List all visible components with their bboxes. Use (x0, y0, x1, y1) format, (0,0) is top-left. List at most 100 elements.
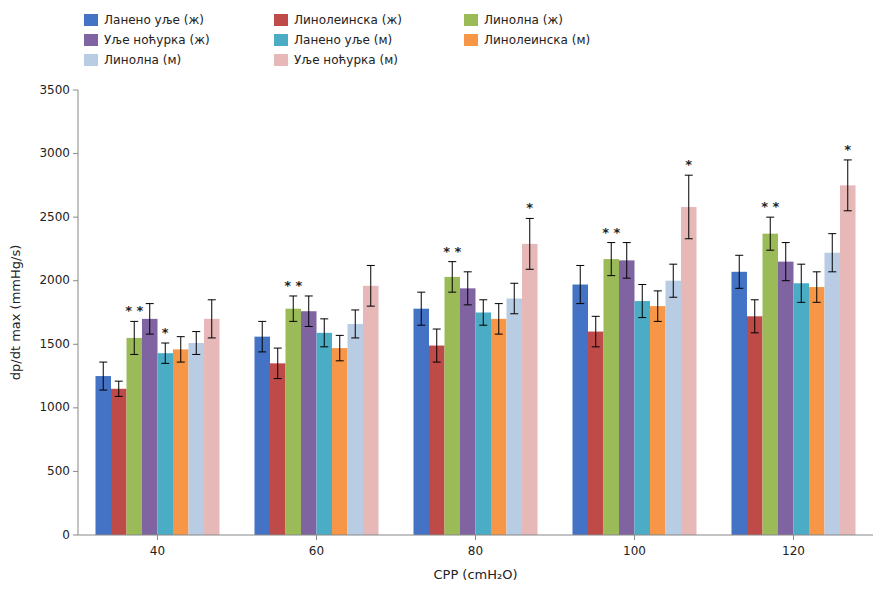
error-bar (336, 335, 344, 360)
error-cap (479, 325, 487, 326)
error-line (467, 272, 468, 305)
error-cap (320, 346, 328, 347)
legend-label: Уље ноћурка (м) (294, 53, 398, 67)
annotation: * (844, 142, 851, 157)
legend-swatch (464, 34, 478, 46)
bar (317, 333, 333, 535)
error-cap (828, 271, 836, 272)
error-cap (813, 271, 821, 272)
annotation: * * (125, 303, 143, 318)
legend-label: Линолеинска (м) (484, 33, 590, 47)
error-line (262, 321, 263, 352)
legend-label: Линолеинска (ж) (294, 13, 402, 27)
legend-item: Ланено уље (ж) (84, 13, 204, 27)
bar (301, 311, 317, 535)
bar (666, 281, 682, 535)
error-line (134, 321, 135, 354)
error-cap (274, 348, 282, 349)
y-tick-label: 3000 (39, 146, 70, 160)
error-line (421, 292, 422, 325)
error-line (642, 285, 643, 318)
error-cap (464, 304, 472, 305)
chart: 0500100015002000250030003500406080100120… (0, 0, 893, 591)
legend: Ланено уље (ж) Линолеинска (ж) Линолна (ж)… (84, 13, 590, 67)
error-cap (130, 321, 138, 322)
error-line (149, 304, 150, 335)
error-line (847, 160, 848, 211)
error-bar (654, 291, 662, 322)
x-axis-label: CPP (cmH₂O) (433, 567, 517, 582)
error-line (801, 264, 802, 302)
legend-label: Уље ноћурка (ж) (104, 33, 210, 47)
error-cap (638, 317, 646, 318)
y-tick-label: 1000 (39, 400, 70, 414)
error-cap (510, 283, 518, 284)
error-cap (623, 278, 631, 279)
x-tick-label: 40 (150, 544, 165, 558)
error-line (103, 362, 104, 390)
bar (825, 253, 841, 535)
bar (603, 259, 619, 535)
error-cap (99, 390, 107, 391)
bar (778, 262, 794, 535)
error-cap (685, 175, 693, 176)
error-line (308, 296, 309, 327)
error-cap (177, 362, 185, 363)
error-bar (417, 292, 425, 325)
bar (285, 309, 301, 535)
error-bar (448, 262, 456, 293)
annotation: * * (443, 244, 461, 259)
error-cap (782, 280, 790, 281)
error-cap (433, 362, 441, 363)
error-line (754, 300, 755, 333)
error-bar (99, 362, 107, 390)
bar (126, 338, 142, 535)
error-bar (320, 319, 328, 347)
error-line (657, 291, 658, 322)
error-cap (526, 218, 534, 219)
error-cap (510, 313, 518, 314)
error-bar (367, 265, 375, 306)
bar (95, 376, 111, 535)
error-bar (351, 310, 359, 338)
error-bar (479, 300, 487, 325)
error-cap (751, 299, 759, 300)
y-tick-label: 2000 (39, 273, 70, 287)
error-bar (797, 264, 805, 302)
bar (588, 332, 604, 535)
legend-label: Линолна (ж) (484, 13, 563, 27)
bar (363, 286, 379, 535)
error-line (355, 310, 356, 338)
bar (254, 337, 270, 535)
error-cap (607, 242, 615, 243)
error-cap (844, 159, 852, 160)
error-bar (592, 316, 600, 347)
bar (619, 260, 635, 535)
error-cap (592, 346, 600, 347)
error-cap (813, 302, 821, 303)
legend-label: Линолна (м) (104, 53, 181, 67)
y-tick-label: 3500 (39, 83, 70, 97)
error-cap (305, 326, 313, 327)
error-bar (669, 264, 677, 297)
legend-item: Линолна (ж) (464, 13, 563, 27)
error-line (339, 335, 340, 360)
error-bar (464, 272, 472, 305)
error-line (832, 234, 833, 272)
legend-swatch (274, 54, 288, 66)
error-bar (433, 329, 441, 362)
error-cap (161, 363, 169, 364)
bar (158, 353, 174, 535)
error-bar (751, 300, 759, 333)
error-cap (669, 264, 677, 265)
error-cap (417, 292, 425, 293)
error-cap (828, 233, 836, 234)
error-cap (289, 295, 297, 296)
bar (522, 244, 538, 535)
y-tick (73, 344, 78, 345)
error-line (436, 329, 437, 362)
error-cap (448, 292, 456, 293)
error-cap (367, 265, 375, 266)
legend-swatch (84, 54, 98, 66)
bar (507, 299, 523, 535)
